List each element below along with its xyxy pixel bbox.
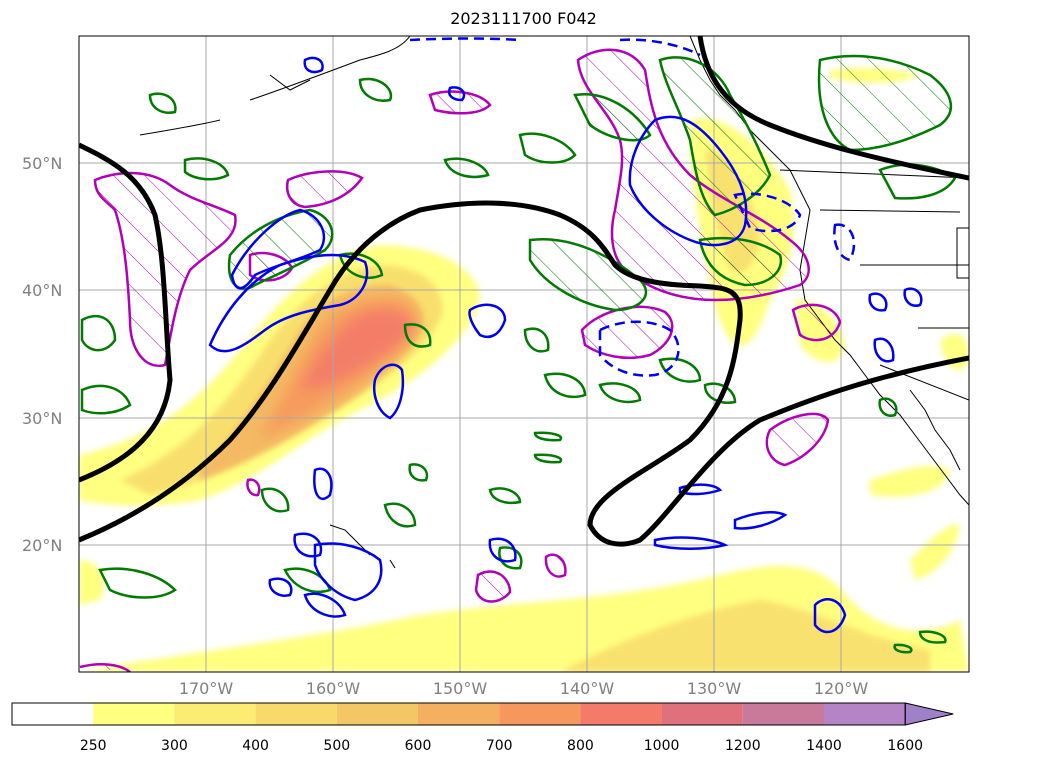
- colorbar-tick-label: 1200: [725, 738, 761, 754]
- colorbar-tick-label: 800: [567, 738, 594, 754]
- colorbar-cell: [336, 703, 418, 725]
- colorbar-extend-arrow: [904, 702, 954, 726]
- colorbar-cell: [661, 703, 743, 725]
- colorbar-outline: [11, 702, 906, 726]
- colorbar-tick-label: 700: [486, 738, 513, 754]
- lon-label: 130°W: [687, 679, 742, 698]
- black-contours: [79, 36, 969, 547]
- lat-label: 50°N: [22, 154, 62, 173]
- colorbar-cell: [93, 703, 175, 725]
- lon-label: 150°W: [433, 679, 488, 698]
- colorbar-cells: [11, 702, 954, 726]
- colorbar-cell: [174, 703, 256, 725]
- map-border: [78, 35, 970, 673]
- latitude-labels: 50°N 40°N 30°N 20°N: [22, 154, 62, 555]
- colorbar-tick-label: 300: [161, 738, 188, 754]
- colorbar-tick-label: 1600: [887, 738, 923, 754]
- colorbar-tick-label: 1000: [644, 738, 680, 754]
- colorbar-cell: [499, 703, 581, 725]
- lon-label: 140°W: [560, 679, 615, 698]
- blue-contours: [208, 37, 923, 634]
- lat-label: 20°N: [22, 536, 62, 555]
- colorbar-cell: [418, 703, 500, 725]
- lat-label: 40°N: [22, 281, 62, 300]
- lon-label: 160°W: [306, 679, 361, 698]
- colorbar-cell: [255, 703, 337, 725]
- green-contours: [80, 54, 957, 654]
- colorbar-tick-label: 400: [242, 738, 269, 754]
- colorbar-cell: [824, 703, 906, 725]
- colorbar-tick-label: 1400: [806, 738, 842, 754]
- longitude-labels: 170°W 160°W 150°W 140°W 130°W 120°W: [179, 679, 869, 698]
- colorbar-tick-label: 250: [80, 738, 107, 754]
- colorbar-tick-label: 500: [323, 738, 350, 754]
- colorbar-labels: 250 300 400 500 600 700 800 1000 1200 1400 1600: [80, 738, 923, 754]
- colorbar: 250 300 400 500 600 700 800 1000 1200 1400 1600: [11, 702, 954, 754]
- colorbar-under-cell: [12, 703, 94, 725]
- map-title: 2023111700 F042: [450, 9, 597, 28]
- colorbar-cell: [580, 703, 662, 725]
- lat-label: 30°N: [22, 409, 62, 428]
- lon-label: 170°W: [179, 679, 234, 698]
- colorbar-cell: [742, 703, 824, 725]
- lon-label: 120°W: [814, 679, 869, 698]
- colorbar-tick-label: 600: [405, 738, 432, 754]
